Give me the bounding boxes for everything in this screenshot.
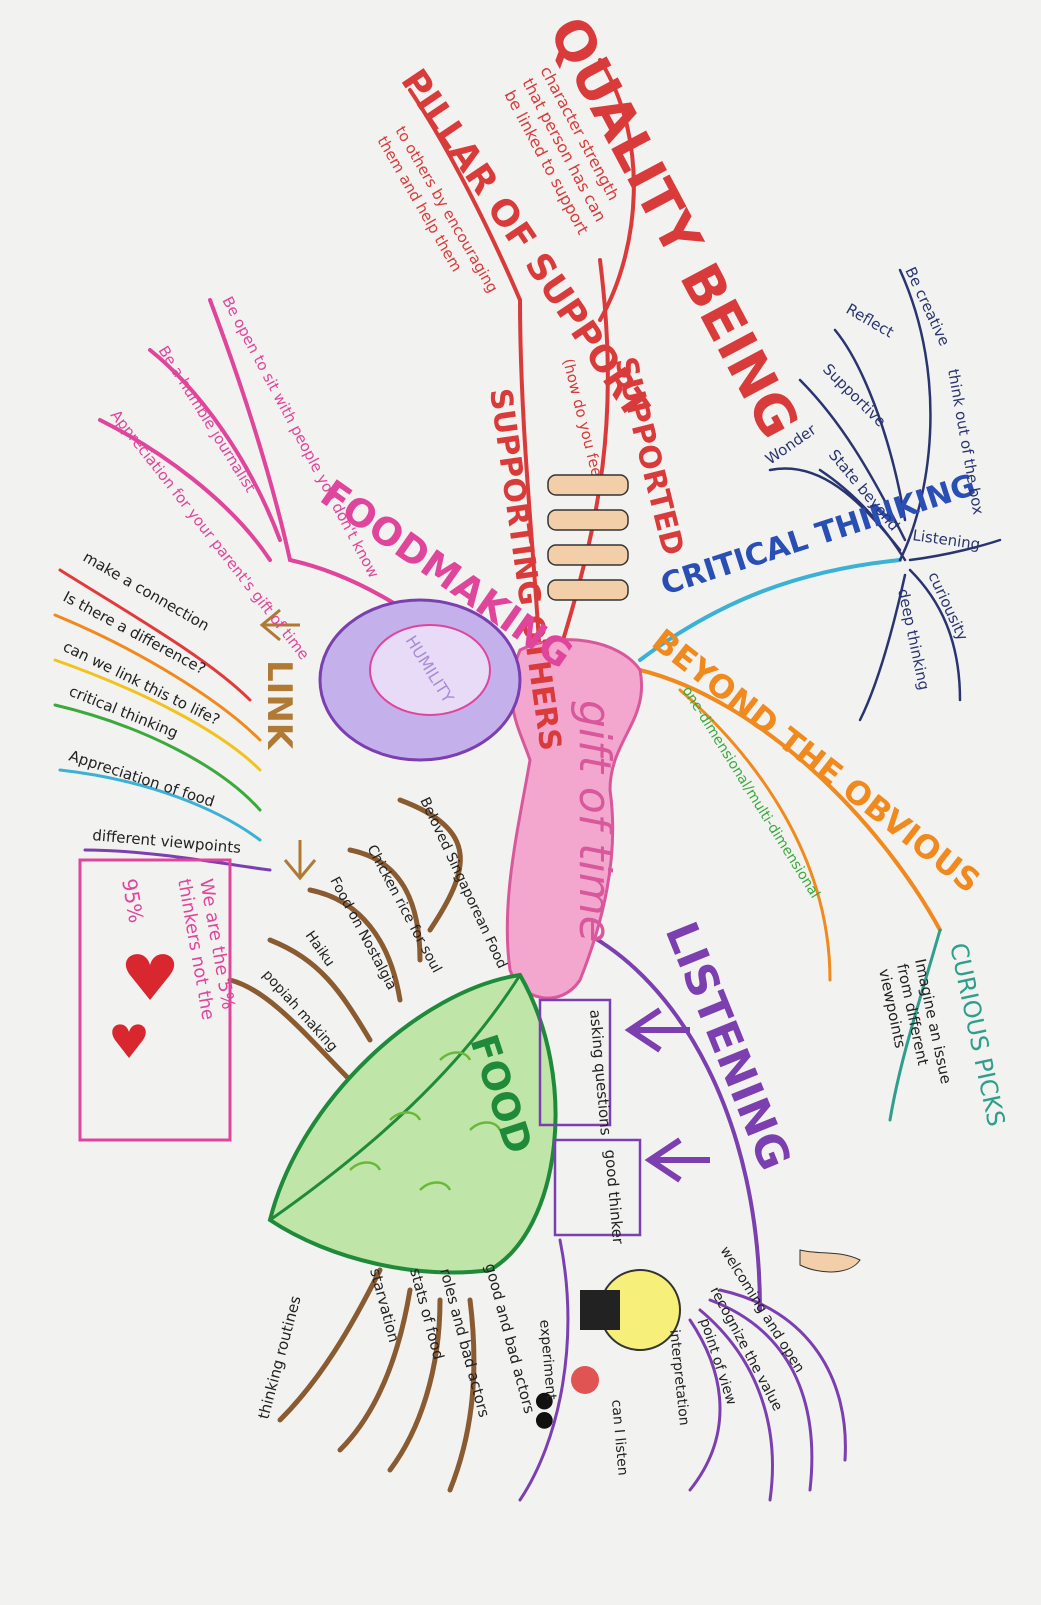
humility-flower: HUMILITY bbox=[318, 598, 522, 762]
note-box: We are the 5% thinkers not the 95% bbox=[78, 858, 239, 1142]
leaf-line-pink-3 bbox=[98, 418, 272, 562]
curious-picks-title: CURIOUS PICKS bbox=[944, 940, 1010, 1128]
listening-item-6: can I listen bbox=[608, 1399, 631, 1476]
leaf-marks bbox=[349, 1051, 502, 1191]
leaf-line-navy-5 bbox=[818, 468, 907, 562]
pink-leaf-1: Be open to sit with people you don't kno… bbox=[218, 293, 382, 581]
leaf-line-pink-1 bbox=[208, 298, 292, 562]
lightbulb-icon bbox=[580, 1269, 681, 1351]
leaf-line-navy-3 bbox=[798, 378, 907, 542]
leaf-line-purple-2 bbox=[698, 1308, 774, 1502]
leaf-line-pink-2 bbox=[148, 348, 282, 542]
branch-line-listening bbox=[578, 928, 762, 1312]
food-bottom-2: starvation bbox=[366, 1266, 403, 1344]
link-arc-green bbox=[53, 703, 262, 812]
leaf-line-navy-7 bbox=[908, 568, 962, 702]
link-arc-yellow bbox=[53, 658, 262, 772]
arrow-left-icon-2 bbox=[644, 1137, 710, 1183]
food-bowl: FOOD bbox=[267, 972, 558, 1275]
food-line-6 bbox=[277, 1267, 383, 1423]
eyes-icon: ●● bbox=[531, 1392, 556, 1430]
link-arc-purple bbox=[83, 848, 272, 872]
branch-line-quality-being bbox=[598, 58, 636, 322]
branch-line-pillar bbox=[408, 88, 522, 302]
heart-icon bbox=[125, 954, 175, 1000]
leaf-line-purple-5 bbox=[688, 1318, 722, 1492]
link-title: LINK bbox=[259, 660, 299, 751]
food-bottom-5: good and bad actors bbox=[481, 1261, 538, 1415]
link-arc-orange bbox=[53, 613, 262, 742]
branch-line-supporting-others bbox=[518, 298, 542, 662]
leaf-line-navy-2 bbox=[833, 328, 907, 522]
leaf-line-purple-3 bbox=[708, 1298, 814, 1492]
bowl-body bbox=[267, 972, 558, 1275]
note-box-frame bbox=[78, 858, 232, 1142]
link-item-2: Is there a difference? bbox=[60, 588, 209, 678]
link-arc-blue bbox=[58, 768, 262, 842]
note-line-3: 95% bbox=[117, 877, 148, 925]
arrow-up-icon bbox=[259, 608, 300, 642]
flower-center bbox=[369, 624, 491, 716]
listening-box-2: good thinker bbox=[553, 1138, 642, 1246]
listening-item-4: interpretation bbox=[666, 1329, 692, 1427]
hands-illustration bbox=[547, 474, 629, 601]
arrow-down-icon bbox=[283, 840, 317, 881]
food-line-7 bbox=[337, 1287, 413, 1453]
navy-leaf-4: Supportive bbox=[819, 360, 889, 430]
leaf-line-navy-1 bbox=[898, 268, 932, 562]
ear-icon bbox=[799, 1249, 861, 1273]
beyond-obvious-title: BEYOND THE OBVIOUS bbox=[645, 621, 987, 900]
listening-box-label-2: good thinker bbox=[601, 1149, 627, 1246]
branch-line-beyond-obvious bbox=[638, 668, 942, 932]
food-line-3 bbox=[307, 887, 403, 1003]
arrow-left-icon bbox=[624, 1007, 690, 1053]
leaf-line-navy-6 bbox=[908, 538, 1002, 562]
food-line-1 bbox=[397, 797, 463, 933]
mouth-icon bbox=[571, 1366, 599, 1394]
branch-line-curious-picks bbox=[888, 928, 942, 1122]
navy-leaf-3: Reflect bbox=[843, 300, 897, 342]
center-blob bbox=[505, 638, 643, 1000]
leaf-line-purple-1 bbox=[518, 1238, 570, 1502]
navy-leaf-1: Be creative bbox=[901, 264, 953, 349]
box-frame-2 bbox=[553, 1138, 642, 1237]
navy-leaf-9: deep thinking bbox=[894, 587, 933, 692]
leaf-line-purple-4 bbox=[718, 1288, 847, 1462]
link-item-5: Appreciation of food bbox=[67, 747, 217, 811]
food-line-5 bbox=[227, 977, 353, 1083]
navy-leaf-7: Listening bbox=[911, 526, 981, 553]
listening-item-5: experiment bbox=[536, 1319, 559, 1401]
food-line-9 bbox=[447, 1297, 477, 1493]
food-line-4 bbox=[267, 937, 373, 1043]
heart-small-icon bbox=[112, 1024, 146, 1058]
branch-line-critical-thinking bbox=[638, 558, 902, 662]
box-frame-1 bbox=[538, 998, 612, 1127]
center-label: gift of time bbox=[569, 700, 620, 943]
center-node: gift of time bbox=[505, 638, 643, 1000]
leaf-line-navy-8 bbox=[858, 573, 907, 722]
link-arc-red bbox=[58, 568, 252, 702]
food-line-8 bbox=[387, 1297, 443, 1473]
leaf-line-orange bbox=[678, 688, 832, 982]
bowl-rim bbox=[269, 974, 522, 1222]
food-line-2 bbox=[347, 847, 423, 963]
listening-title: LISTENING bbox=[655, 915, 801, 1177]
